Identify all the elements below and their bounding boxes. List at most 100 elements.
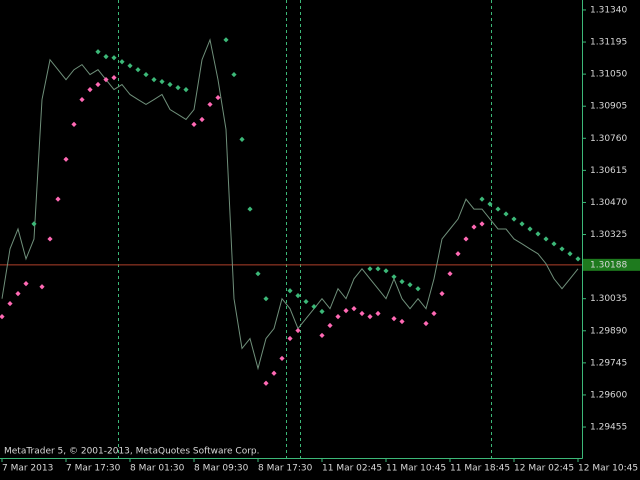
x-tick-label: 11 Mar 10:45: [386, 464, 446, 474]
indicator-dot: [359, 310, 365, 317]
indicator-dot: [87, 87, 93, 93]
x-tick-label: 7 Mar 2013: [2, 464, 53, 474]
indicator-dot: [447, 271, 453, 277]
indicator-dot: [367, 266, 373, 272]
y-tick-label: 1.29455: [590, 423, 627, 433]
watermark: MetaTrader 5, © 2001-2013, MetaQuotes So…: [4, 447, 260, 457]
indicator-dot: [215, 94, 221, 101]
indicator-dot: [271, 370, 277, 376]
indicator-dot: [415, 286, 421, 292]
indicator-dot: [295, 327, 301, 334]
indicator-dot: [575, 256, 581, 262]
indicator-dot: [47, 236, 53, 242]
indicator-dot: [263, 380, 269, 386]
indicator-dot: [455, 251, 461, 257]
indicator-dot: [199, 116, 205, 123]
indicator-dot: [71, 121, 77, 127]
y-tick-label: 1.29600: [590, 390, 627, 400]
indicator-dot: [191, 121, 197, 127]
x-tick-label: 12 Mar 10:45: [578, 464, 638, 474]
indicator-dot: [183, 87, 189, 93]
indicator-dot: [327, 322, 333, 329]
indicator-dot: [383, 268, 389, 274]
indicator-dot: [15, 291, 21, 297]
indicator-dot: [127, 63, 133, 69]
indicator-dot: [287, 335, 293, 342]
indicator-dot: [167, 81, 173, 88]
indicator-dot: [79, 96, 85, 103]
indicator-dot: [287, 288, 293, 294]
indicator-dot: [111, 55, 117, 61]
indicator-dot: [559, 246, 565, 252]
indicator-dot: [0, 314, 5, 320]
indicator-dot: [543, 236, 549, 242]
indicator-dot: [151, 77, 157, 83]
indicator-dot: [487, 201, 493, 207]
indicator-dot: [319, 332, 325, 339]
indicator-dot: [519, 221, 525, 227]
y-tick-label: 1.29745: [590, 358, 627, 368]
y-tick-label: 1.29890: [590, 326, 627, 336]
indicator-dot: [159, 79, 165, 85]
indicator-dot: [63, 156, 69, 162]
indicator-dot: [207, 101, 213, 108]
indicator-dot: [7, 300, 13, 307]
indicator-dot: [535, 231, 541, 237]
indicator-dot: [263, 296, 269, 302]
indicator-dot: [343, 308, 349, 314]
indicator-dot: [503, 211, 509, 217]
indicator-dot: [511, 216, 517, 222]
indicator-dot: [479, 196, 485, 202]
price-line: [1, 38, 579, 371]
indicator-dot: [527, 226, 533, 232]
indicator-dot: [375, 310, 381, 317]
indicator-dot: [103, 77, 109, 83]
y-tick-label: 1.31050: [590, 70, 627, 80]
indicator-dot: [335, 314, 341, 320]
y-tick-label: 1.30325: [590, 230, 627, 240]
indicator-dot: [119, 59, 125, 65]
indicator-dot: [463, 236, 469, 242]
indicator-dot: [23, 281, 29, 287]
indicator-dot: [39, 284, 45, 290]
indicator-dot: [311, 304, 317, 310]
x-tick-label: 8 Mar 17:30: [258, 464, 313, 474]
period-separators: [118, 0, 492, 458]
x-tick-label: 7 Mar 17:30: [66, 464, 121, 474]
indicator-dot: [95, 49, 101, 55]
indicator-dot: [135, 67, 141, 73]
indicator-dot: [351, 306, 357, 312]
indicator-dot: [399, 318, 405, 325]
indicator-dot: [431, 310, 437, 317]
y-tick-label: 1.31340: [590, 5, 627, 15]
y-tick-label: 1.30035: [590, 294, 627, 304]
indicator-dot: [367, 314, 373, 320]
indicator-dot: [375, 266, 381, 272]
y-tick-label: 1.31195: [590, 38, 627, 48]
indicator-dot: [471, 224, 477, 230]
x-tick-label: 8 Mar 01:30: [130, 464, 185, 474]
current-price-box: [583, 258, 640, 271]
indicator-dot: [391, 274, 397, 280]
indicator-dot: [303, 298, 309, 305]
y-tick-label: 1.30905: [590, 102, 627, 112]
y-tick-label: 1.30470: [590, 198, 627, 208]
indicator-dot: [239, 136, 245, 142]
indicator-dot: [423, 320, 429, 327]
y-tick-label: 1.30615: [590, 166, 627, 176]
indicator-dot: [295, 292, 301, 299]
x-tick-label: 8 Mar 09:30: [194, 464, 249, 474]
indicator-dot: [551, 241, 557, 247]
indicator-dot: [255, 271, 261, 277]
indicator-dot: [175, 85, 181, 91]
indicator-dot: [479, 221, 485, 227]
x-tick-label: 11 Mar 02:45: [322, 464, 382, 474]
indicator-dot: [407, 282, 413, 288]
indicator-dot: [223, 37, 229, 43]
indicator-dot: [319, 308, 325, 315]
indicator-dot: [111, 75, 117, 81]
indicator-dot: [439, 291, 445, 297]
indicator-dot: [231, 71, 237, 78]
